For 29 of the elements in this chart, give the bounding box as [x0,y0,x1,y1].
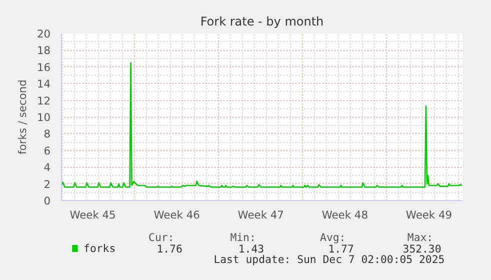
x-tick-label: Week 49 [406,208,452,222]
chart-title: Fork rate - by month [200,14,324,28]
y-tick-label: 18 [36,44,51,58]
line-series [62,62,462,188]
x-tick-label: Week 47 [238,208,284,222]
text: Max: [407,231,434,244]
text: Min: [230,231,256,244]
x-tick-label: Week 48 [322,208,368,222]
text: 1.43 [238,242,264,256]
text: Last update: Sun Dec 7 02:00:05 2025 [214,253,445,266]
y-tick-label: 14 [36,78,51,91]
y-tick-label: 8 [44,128,51,141]
y-tick-label: 4 [44,161,51,174]
y-tick-label: 20 [36,28,51,40]
y-tick-label: 2 [44,178,50,191]
y-tick-label: 16 [36,60,51,74]
text: 1.76 [156,242,182,256]
y-tick-label: 0 [44,194,51,208]
y-tick-label: 10 [36,111,51,124]
text: 352.30 [402,242,442,256]
y-tick-label: 12 [36,94,51,108]
text: 1.77 [328,242,354,256]
x-tick-label: Week 45 [70,208,116,222]
y-tick-label: 6 [44,144,51,158]
y-axis-title: forks / second [16,80,29,154]
text: Avg: [320,231,346,244]
legend-label: forks [84,242,116,255]
x-tick-label: Week 46 [154,208,200,222]
text: Cur: [148,231,174,244]
